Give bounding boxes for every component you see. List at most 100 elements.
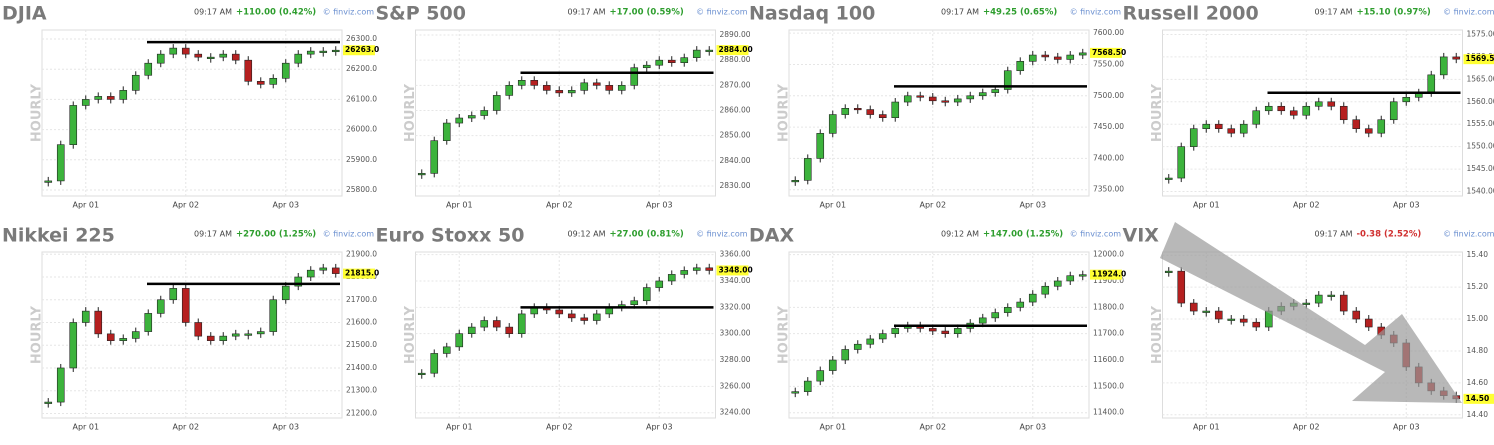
candle-body [1364, 318, 1373, 328]
candle-body [244, 333, 253, 336]
candle-body [169, 47, 178, 55]
last-price-box [716, 45, 749, 56]
y-tick-label: 26200.0 [346, 64, 377, 73]
candle-body [194, 53, 203, 58]
candle-body [517, 80, 526, 86]
candle-body [580, 82, 589, 91]
candle-body [194, 322, 203, 337]
x-tick-label: Apr 02 [919, 201, 946, 210]
candle-body [1066, 275, 1075, 282]
y-tick-label: 14.80 [1467, 346, 1489, 355]
y-tick-label: 3360.00 [720, 250, 751, 259]
y-tick-label: 1575.00 [1467, 29, 1494, 38]
candle-body [655, 280, 664, 288]
chart-title: Nikkei 225 [2, 225, 115, 247]
update-time: 09:17 AM [568, 8, 606, 17]
chart-title: Euro Stoxx 50 [376, 225, 525, 247]
update-time: 09:12 AM [568, 230, 606, 239]
candle-body [1028, 293, 1037, 303]
last-price-label: 2884.00 [719, 45, 753, 54]
change: +15.10 (0.97%) [1357, 8, 1431, 18]
chart-title: Nasdaq 100 [749, 3, 875, 25]
candle-body [81, 99, 90, 106]
x-tick-label: Apr 01 [819, 201, 846, 210]
candle-body [1028, 54, 1037, 62]
y-tick-label: 11900.0 [1093, 276, 1124, 285]
candle-body [1302, 302, 1311, 305]
x-tick-label: Apr 01 [1193, 423, 1220, 432]
y-tick-label: 26100.0 [346, 94, 377, 103]
y-tick-label: 26300.0 [346, 34, 377, 43]
y-tick-label: 3320.00 [720, 302, 751, 311]
y-tick-label: 3280.00 [720, 355, 751, 364]
candle-body [467, 326, 476, 334]
change: +110.00 (0.42%) [236, 8, 316, 18]
candle-body [592, 313, 601, 321]
last-price-box [1463, 393, 1494, 404]
x-tick-label: Apr 01 [72, 201, 99, 210]
y-tick-label: 21300.0 [346, 386, 377, 395]
candle-body [803, 158, 812, 181]
x-tick-label: Apr 03 [1019, 201, 1046, 210]
candle-body [1252, 321, 1261, 328]
candle-body [169, 288, 178, 301]
candle-body [841, 349, 850, 361]
x-tick-label: Apr 01 [446, 201, 473, 210]
candle-body [119, 90, 128, 100]
candle-body [828, 114, 837, 134]
candle-body [1177, 146, 1186, 179]
y-tick-label: 15.40 [1467, 250, 1489, 259]
plot-frame [415, 29, 716, 197]
source: © finviz.com [323, 230, 375, 239]
candle-body [866, 338, 875, 345]
candle-body [1339, 294, 1348, 312]
candle-body [56, 367, 65, 403]
candle-body [966, 95, 975, 100]
candle-body [467, 115, 476, 119]
candle-body [692, 49, 701, 58]
candle-body [231, 333, 240, 337]
plot-frame [415, 251, 716, 419]
y-tick-label: 21900.0 [346, 249, 377, 258]
source: © finviz.com [696, 8, 748, 17]
update-time: 09:17 AM [1315, 230, 1353, 239]
candle-body [480, 320, 489, 328]
last-price-label: 11924.0 [1092, 270, 1126, 279]
y-tick-label: 7350.00 [1093, 185, 1124, 194]
candle-body [181, 288, 190, 323]
candle-body [816, 370, 825, 382]
candle-body [206, 335, 215, 341]
candle-body [1066, 54, 1075, 60]
y-tick-label: 2880.00 [720, 55, 751, 64]
candle-body [331, 49, 340, 53]
plot-frame [1162, 251, 1463, 419]
candle-body [705, 267, 714, 271]
candle-body [1277, 105, 1286, 112]
change: +27.00 (0.81%) [610, 230, 684, 240]
candle-body [1439, 56, 1448, 76]
plot-frame [41, 251, 343, 419]
y-tick-label: 21700.0 [346, 295, 377, 304]
chart-title: S&P 500 [376, 3, 466, 25]
last-price-label: 14.50 [1466, 394, 1490, 403]
y-tick-label: 11700.0 [1093, 329, 1124, 338]
candle-body [1003, 307, 1012, 313]
candle-body [866, 109, 875, 115]
candle-body [978, 317, 987, 324]
interval-label: HOURLY [30, 83, 45, 142]
candle-body [144, 313, 153, 332]
candle-body [1352, 119, 1361, 130]
y-tick-label: 7500.00 [1093, 91, 1124, 100]
x-tick-label: Apr 03 [272, 423, 299, 432]
y-tick-label: 14.40 [1467, 410, 1489, 419]
y-tick-label: 11600.0 [1093, 355, 1124, 364]
candle-body [953, 98, 962, 103]
candle-body [1377, 119, 1386, 134]
candle-body [705, 49, 714, 52]
candle-body [106, 333, 115, 341]
y-tick-label: 2850.00 [720, 131, 751, 140]
x-tick-label: Apr 02 [1293, 423, 1320, 432]
candle-body [928, 96, 937, 102]
x-tick-label: Apr 03 [272, 201, 299, 210]
candle-body [44, 180, 53, 183]
